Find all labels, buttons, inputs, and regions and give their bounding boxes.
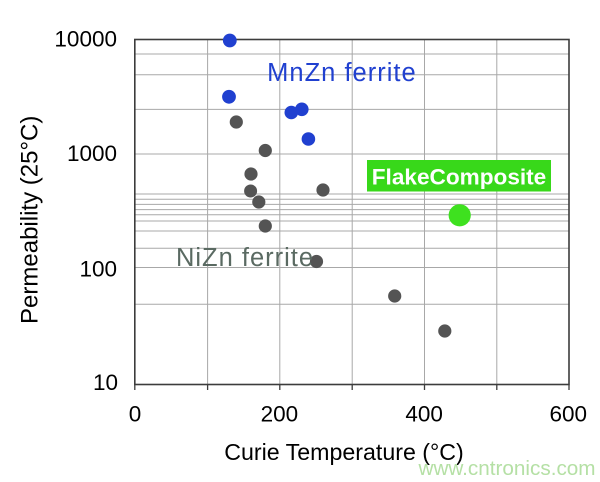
svg-text:Permeability (25°C): Permeability (25°C) bbox=[16, 116, 43, 324]
svg-text:600: 600 bbox=[550, 402, 588, 427]
svg-text:0: 0 bbox=[129, 402, 142, 427]
svg-text:NiZn ferrite: NiZn ferrite bbox=[176, 244, 314, 272]
svg-text:Curie Temperature (°C): Curie Temperature (°C) bbox=[224, 439, 464, 465]
svg-text:200: 200 bbox=[261, 402, 299, 427]
svg-text:1000: 1000 bbox=[67, 141, 117, 166]
svg-text:100: 100 bbox=[79, 256, 117, 281]
svg-text:400: 400 bbox=[405, 402, 443, 427]
svg-text:10000: 10000 bbox=[54, 26, 117, 51]
svg-text:www.cntronics.com: www.cntronics.com bbox=[418, 457, 596, 480]
svg-text:FlakeComposite: FlakeComposite bbox=[372, 164, 547, 189]
svg-text:MnZn ferrite: MnZn ferrite bbox=[267, 59, 416, 87]
svg-text:10: 10 bbox=[93, 370, 118, 395]
